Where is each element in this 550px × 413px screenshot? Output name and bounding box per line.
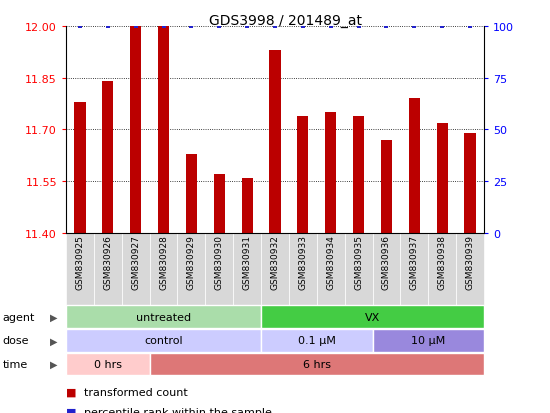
Text: agent: agent (3, 312, 35, 322)
Bar (130, 27, 141, 233)
Bar (241, 178, 252, 233)
Bar (74, 102, 85, 233)
Text: time: time (3, 359, 28, 369)
Text: untreated: untreated (136, 312, 191, 322)
Bar (325, 113, 336, 233)
Text: VX: VX (365, 312, 380, 322)
Text: ▶: ▶ (50, 335, 58, 346)
Bar (186, 154, 197, 233)
Bar (102, 82, 113, 233)
Bar (298, 116, 309, 233)
Text: 10 μM: 10 μM (411, 335, 446, 346)
Text: 0 hrs: 0 hrs (94, 359, 122, 369)
Bar (465, 133, 476, 233)
Text: GDS3998 / 201489_at: GDS3998 / 201489_at (209, 14, 362, 28)
Bar (353, 116, 364, 233)
Bar (270, 51, 280, 233)
Text: ▶: ▶ (50, 312, 58, 322)
Text: ■: ■ (66, 387, 76, 397)
Text: dose: dose (3, 335, 29, 346)
Text: percentile rank within the sample: percentile rank within the sample (84, 407, 272, 413)
Text: transformed count: transformed count (84, 387, 188, 397)
Bar (437, 123, 448, 233)
Text: ▶: ▶ (50, 359, 58, 369)
Bar (381, 140, 392, 233)
Bar (158, 27, 169, 233)
Bar (409, 99, 420, 233)
Text: 0.1 μM: 0.1 μM (298, 335, 336, 346)
Text: 6 hrs: 6 hrs (303, 359, 331, 369)
Text: control: control (144, 335, 183, 346)
Text: ■: ■ (66, 407, 76, 413)
Bar (214, 175, 225, 233)
